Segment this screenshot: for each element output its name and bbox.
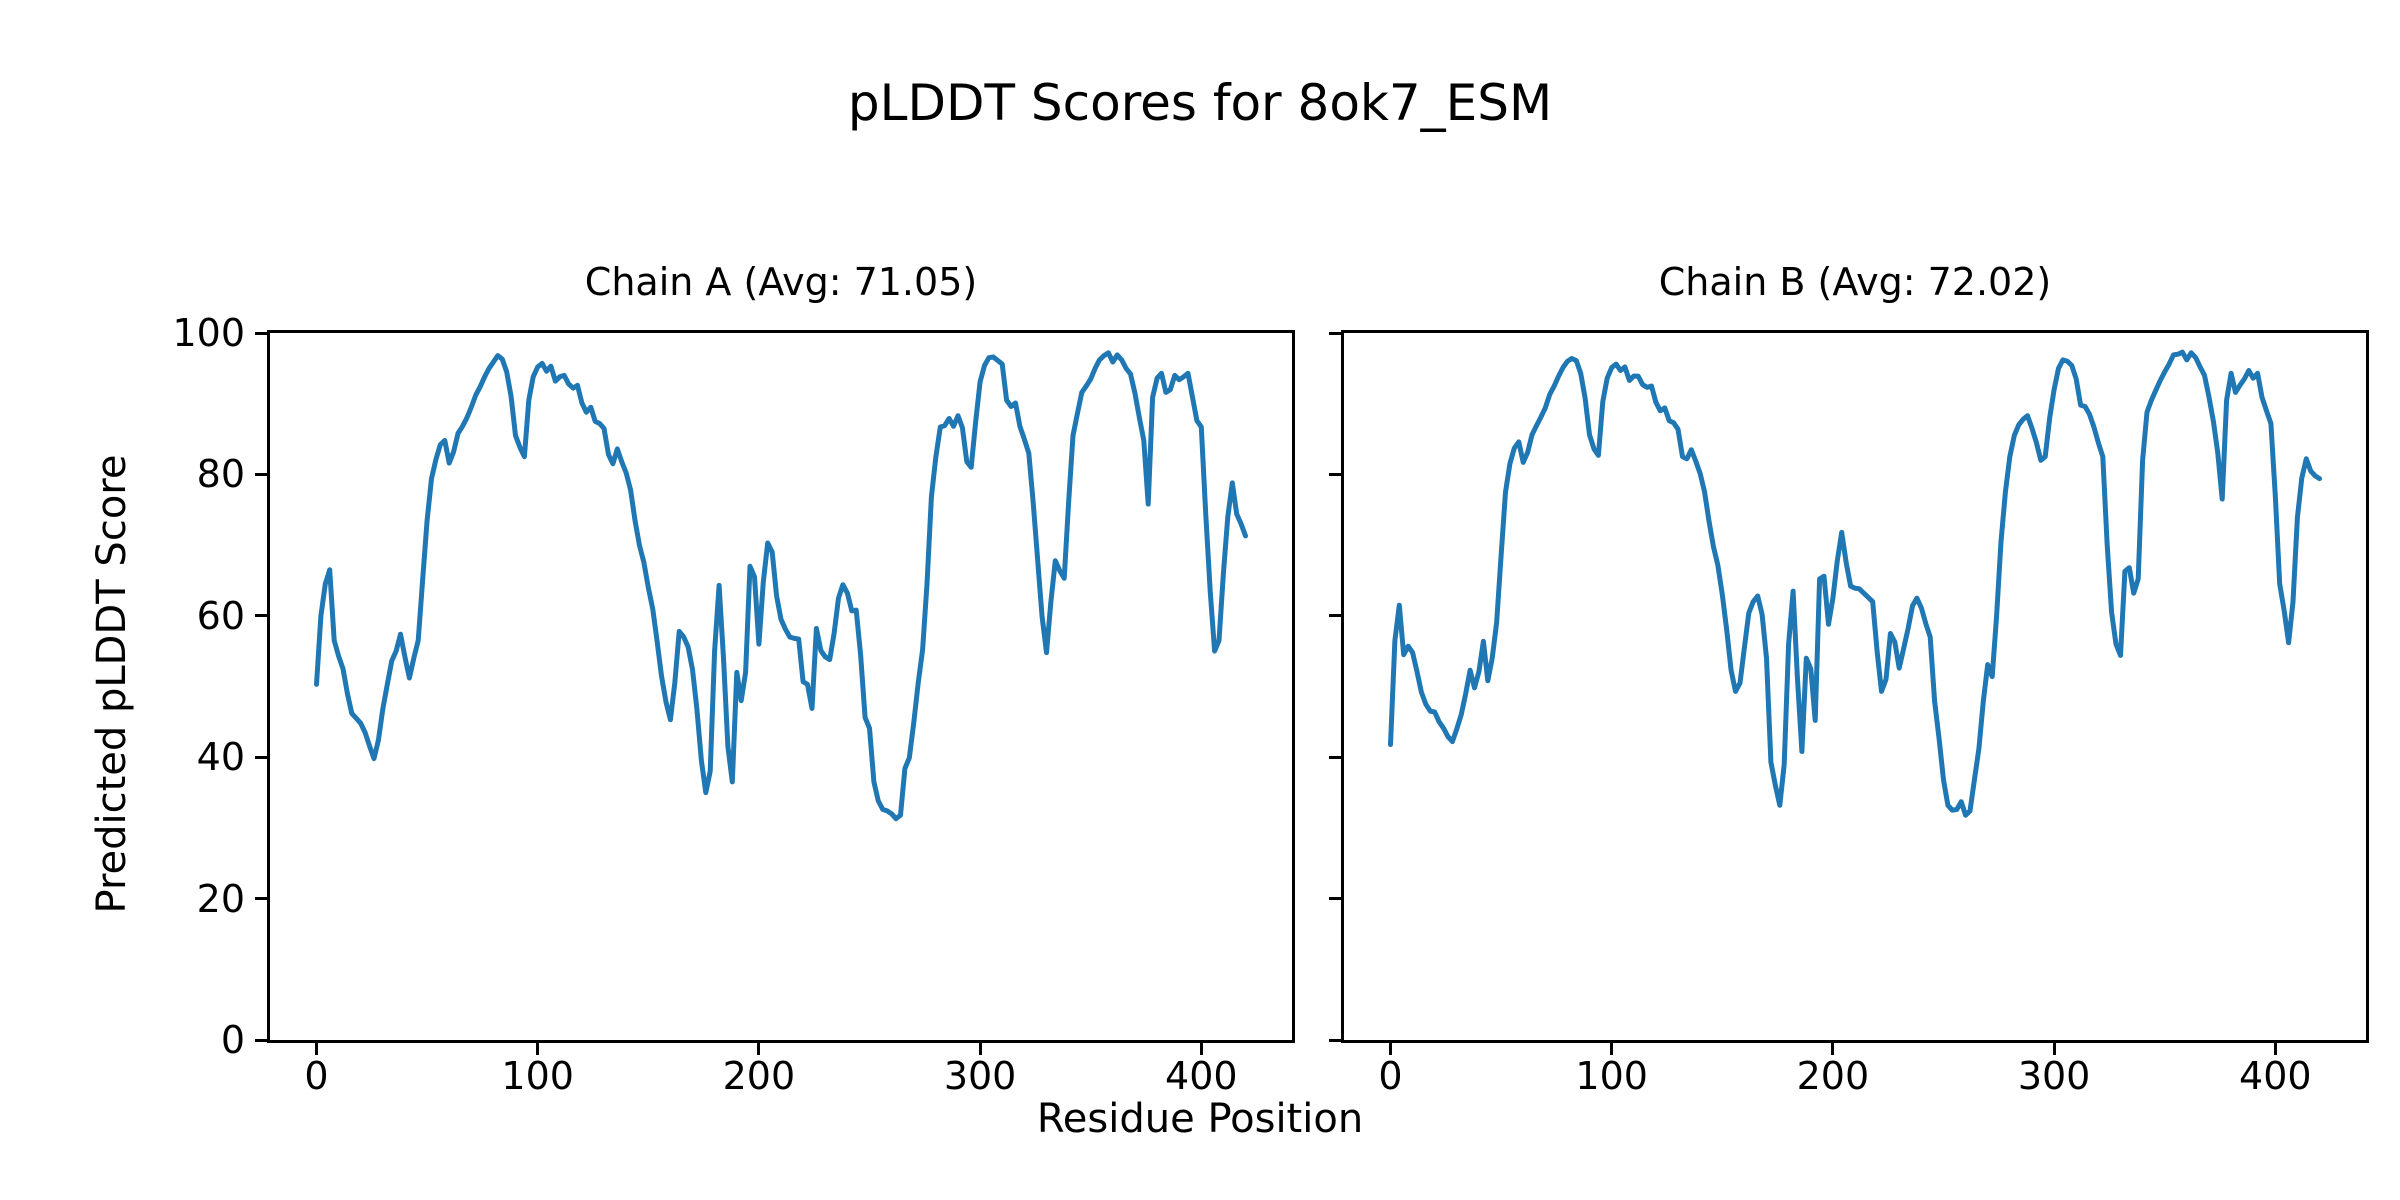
y-tick (255, 331, 267, 335)
x-tick-label: 400 (2239, 1054, 2312, 1098)
y-tick-label: 100 (172, 311, 245, 355)
figure-title: pLDDT Scores for 8ok7_ESM (847, 74, 1553, 132)
x-tick-label: 400 (1165, 1054, 1238, 1098)
x-tick (1199, 1043, 1203, 1055)
y-tick-label: 60 (196, 593, 245, 638)
y-tick (1329, 614, 1341, 618)
x-tick (2273, 1043, 2277, 1055)
chain-b-axes: 0 100 200 300 400 (1329, 330, 2369, 1097)
y-tick-label: 20 (196, 876, 245, 921)
x-tick (2052, 1043, 2056, 1055)
y-tick (1329, 897, 1341, 901)
chain-b-plot (1388, 349, 2322, 818)
x-tick-label: 100 (1575, 1054, 1648, 1098)
y-tick (1329, 1038, 1341, 1042)
x-tick (978, 1043, 982, 1055)
chain-a-plot (314, 350, 1248, 822)
x-tick (314, 1043, 318, 1055)
y-tick-label: 80 (196, 452, 245, 497)
x-tick-label: 0 (304, 1054, 329, 1098)
x-tick-label: 0 (1378, 1054, 1403, 1098)
x-tick-label: 100 (501, 1054, 574, 1098)
x-tick-label: 200 (1796, 1054, 1870, 1098)
x-tick-label: 300 (2017, 1054, 2091, 1098)
chain-a-title: Chain A (Avg: 71.05) (584, 260, 978, 304)
y-tick-label: 40 (196, 735, 245, 780)
x-tick (757, 1043, 761, 1055)
y-tick (255, 755, 267, 759)
y-tick (255, 897, 267, 901)
x-tick (1610, 1043, 1614, 1055)
y-axis-label: Predicted pLDDT Score (89, 454, 135, 914)
x-tick (536, 1043, 540, 1055)
y-tick (255, 1038, 267, 1042)
chain-b-title: Chain B (Avg: 72.02) (1658, 260, 2052, 304)
x-tick (1831, 1043, 1835, 1055)
chain-a-axes: 0 100 200 300 400 0 20 40 60 80 100 (172, 312, 1295, 1097)
y-tick (1329, 472, 1341, 476)
y-tick-label: 0 (220, 1018, 245, 1062)
x-tick-label: 300 (943, 1054, 1017, 1098)
y-tick (1329, 755, 1341, 759)
x-axis-label: Residue Position (1036, 1096, 1364, 1142)
x-tick-label: 200 (722, 1054, 796, 1098)
y-tick (255, 614, 267, 618)
chain-a-line (314, 350, 1248, 822)
x-tick (1388, 1043, 1392, 1055)
chain-b-line (1388, 349, 2322, 818)
y-tick (255, 472, 267, 476)
y-tick (1329, 331, 1341, 335)
